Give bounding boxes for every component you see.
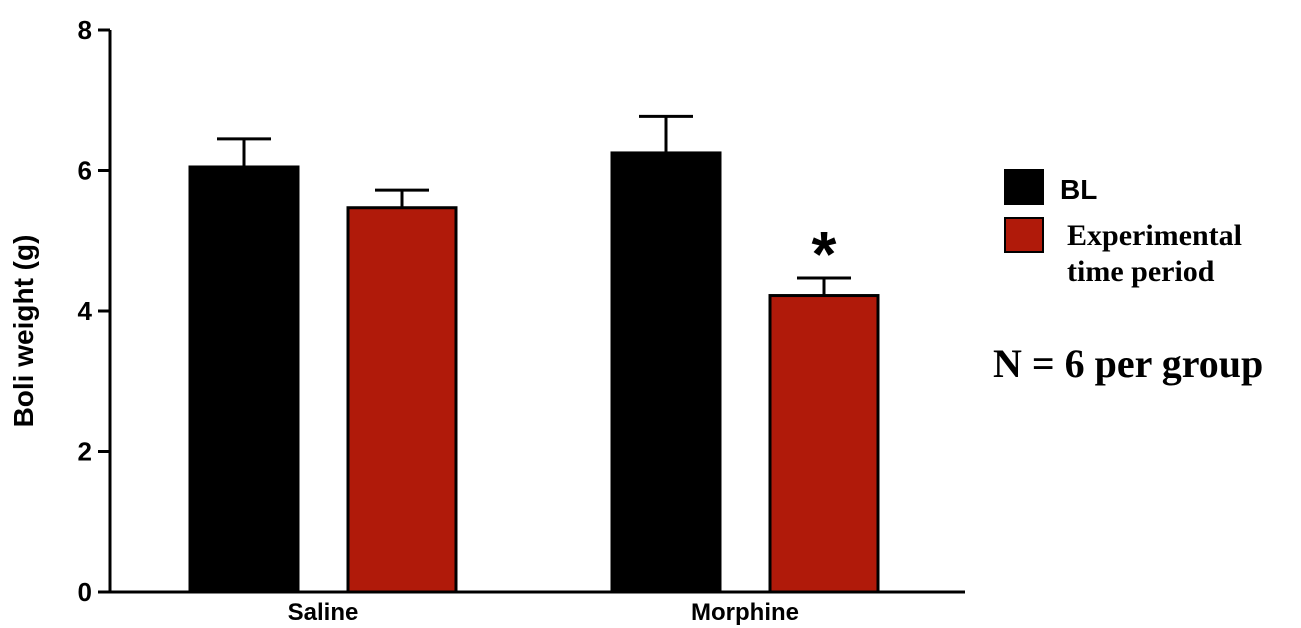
y-tick-label: 6	[78, 156, 92, 186]
y-tick-label: 0	[78, 577, 92, 607]
legend-swatch-bl	[1004, 169, 1044, 205]
x-category-label: Morphine	[691, 599, 799, 626]
y-tick-label: 4	[78, 296, 93, 326]
bar	[188, 165, 300, 594]
legend: BL Experimental time period N = 6 per group	[993, 169, 1263, 386]
legend-swatch-experimental	[1004, 217, 1044, 253]
bar	[346, 206, 458, 594]
sample-size-note: N = 6 per group	[993, 341, 1263, 386]
bars: *	[188, 114, 880, 594]
y-tick-label: 8	[78, 15, 92, 45]
x-category-label: Saline	[288, 599, 359, 626]
legend-label-bl: BL	[1060, 174, 1097, 205]
bar	[768, 294, 880, 594]
y-tick-label: 2	[78, 437, 92, 467]
legend-label-experimental: Experimental time period	[1067, 219, 1242, 288]
y-axis-label: Boli weight (g)	[8, 235, 39, 428]
bar	[610, 151, 722, 594]
axes: 0 2 4 6 8 Boli weight (g) Saline Morphine	[8, 15, 965, 626]
significance-star: *	[812, 218, 837, 290]
